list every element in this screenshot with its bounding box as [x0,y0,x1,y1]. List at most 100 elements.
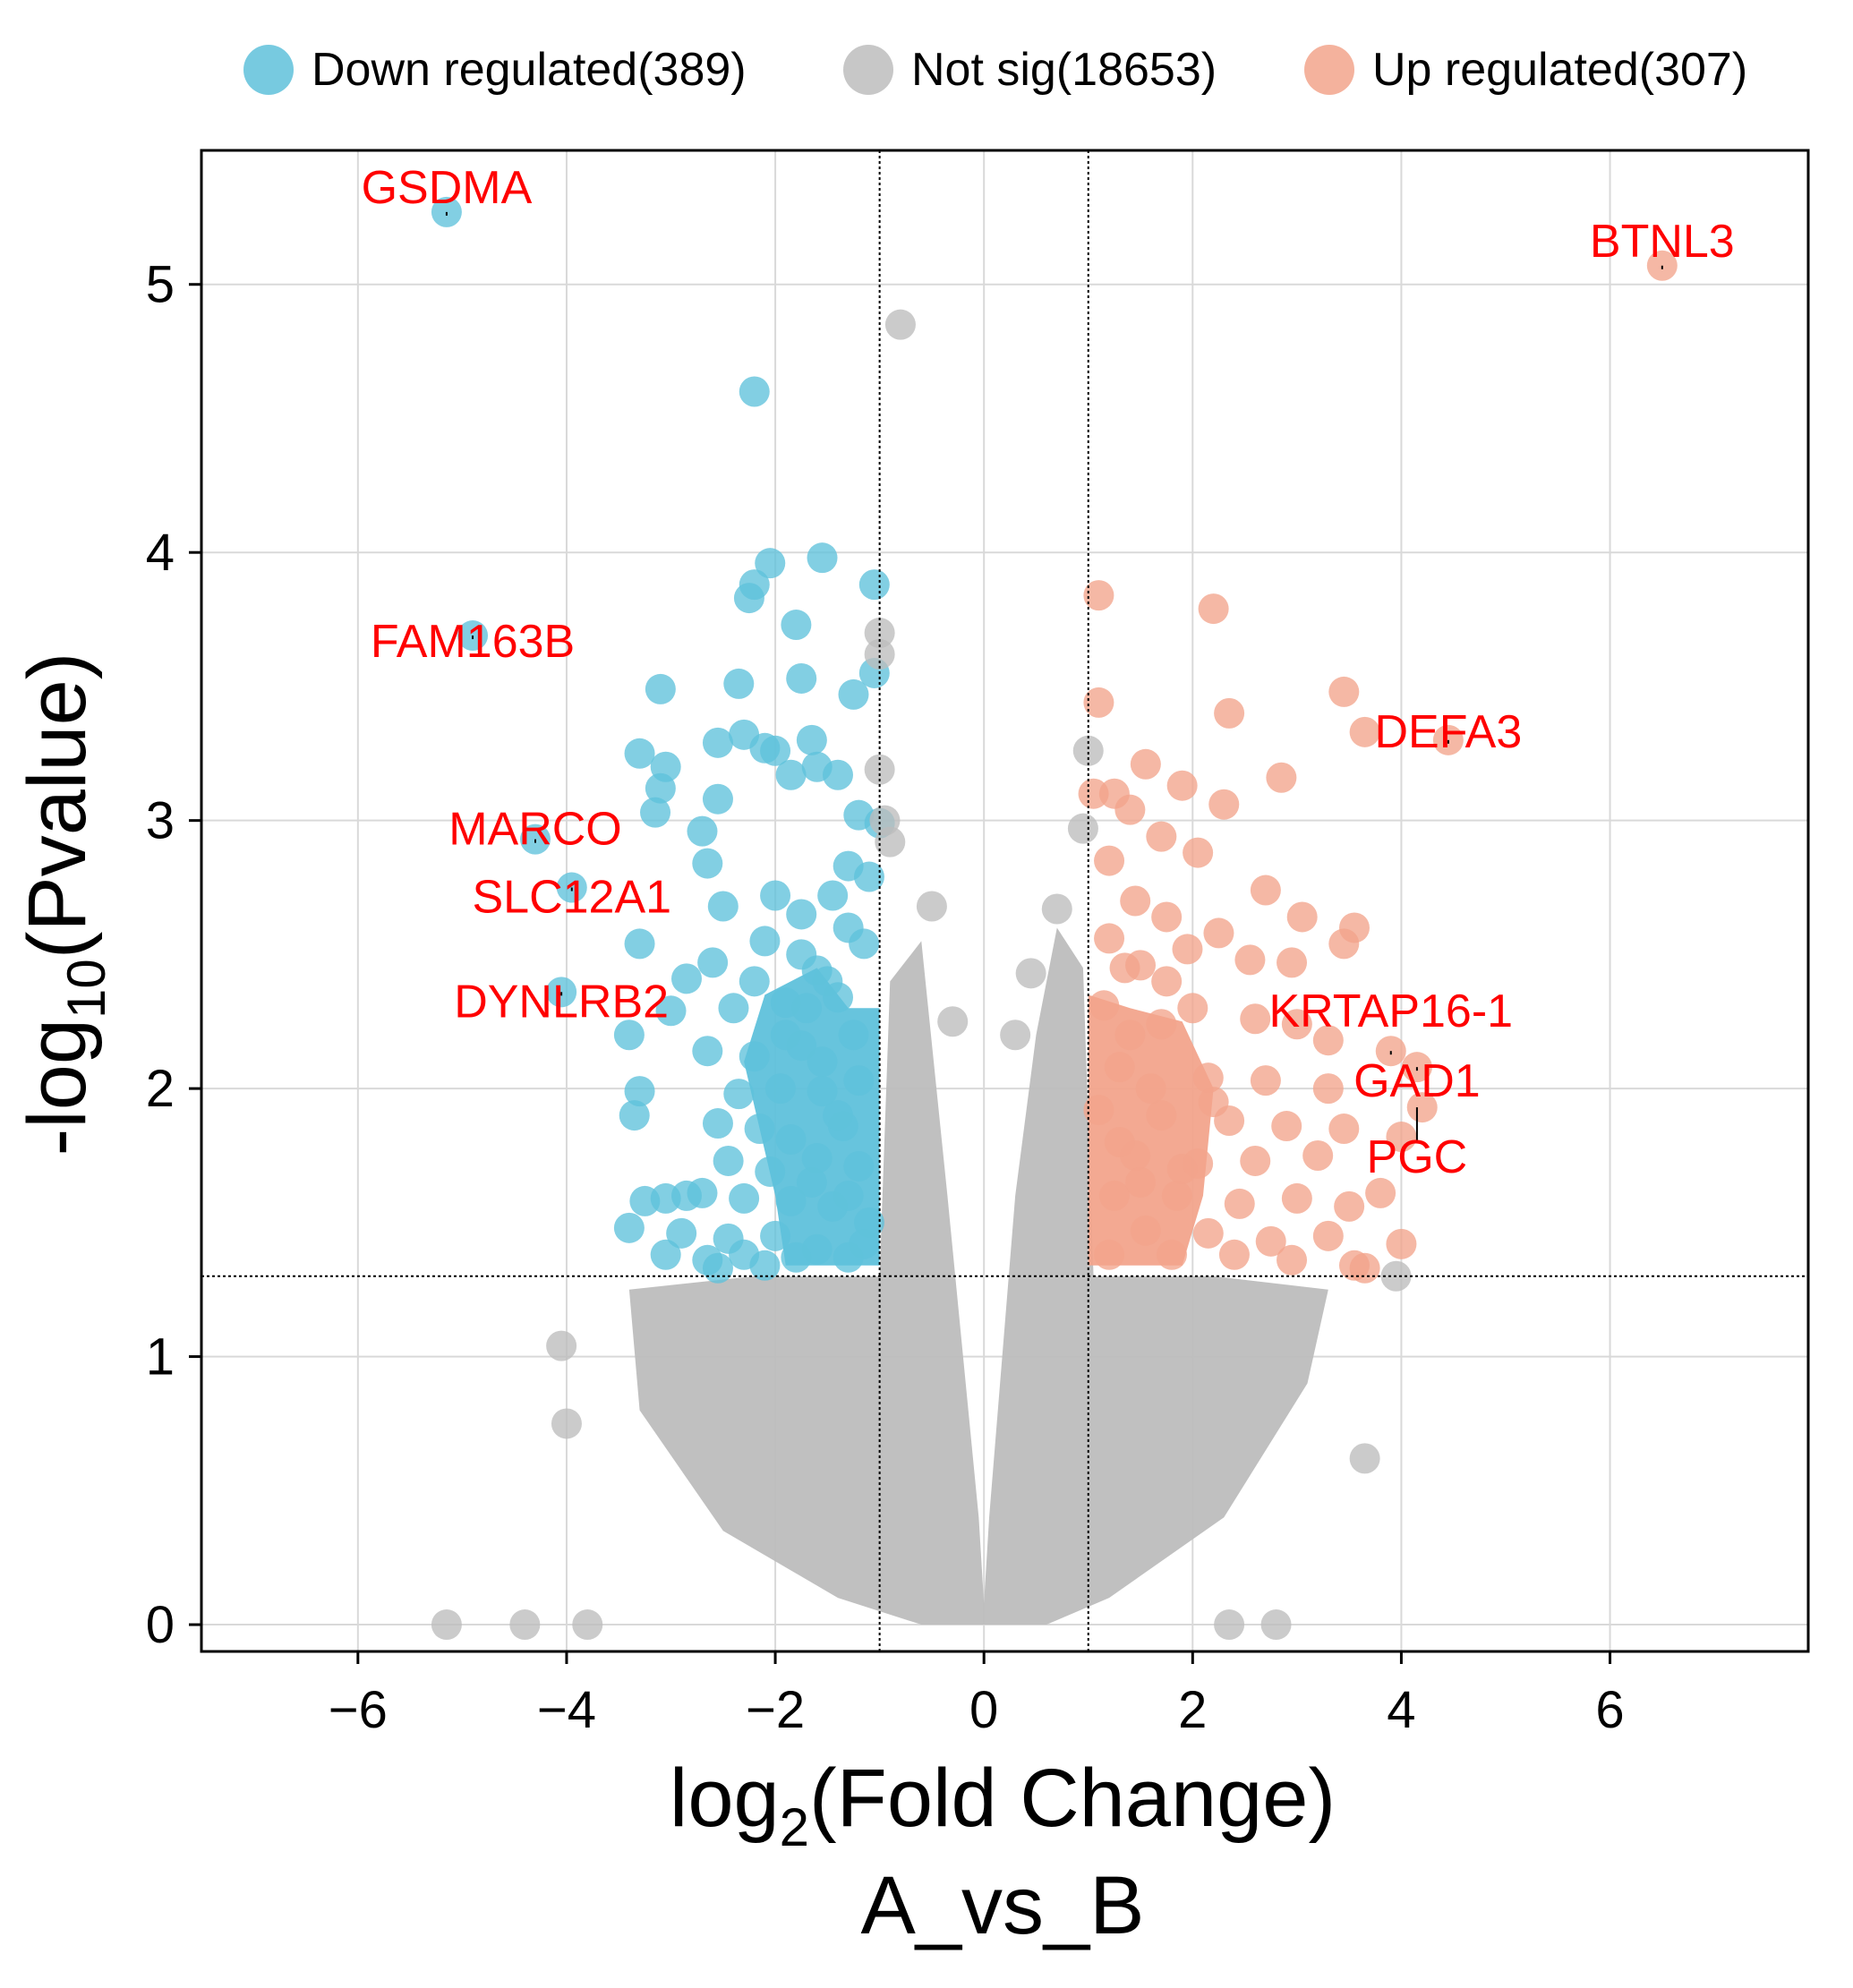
down-regulated-point [640,797,671,828]
data-points [431,196,1678,1641]
gene-label: SLC12A1 [472,872,671,924]
up-regulated-point [1328,676,1360,707]
down-regulated-point [624,928,655,960]
down-regulated-point [775,1185,807,1216]
down-regulated-point [781,1241,812,1273]
gene-label: GSDMA [362,162,533,214]
up-regulated-point [1271,1111,1302,1142]
gene-label: PGC [1367,1131,1468,1183]
up-regulated-point [1098,1180,1130,1211]
down-regulated-point [702,1108,733,1139]
down-regulated-point [692,848,723,879]
down-regulated-point [755,548,786,579]
down-regulated-point [796,1166,827,1198]
down-regulated-point [786,662,817,694]
y-tick-label: 3 [146,792,175,850]
down-regulated-point [807,1076,838,1107]
not-sig-point [1214,1609,1245,1641]
up-regulated-point [1349,716,1380,747]
not-sig-point [884,309,916,340]
up-regulated-point [1125,1166,1157,1198]
down-regulated-point [749,1250,781,1281]
down-regulated-point [613,1212,645,1243]
down-regulated-point [760,1220,791,1251]
not-sig-point [916,891,947,922]
up-regulated-point [1328,928,1360,960]
not-sig-point [1349,1443,1380,1474]
not-sig-point [937,1006,969,1037]
down-regulated-point [692,1036,723,1067]
up-regulated-point [1094,845,1125,876]
up-regulated-point [1277,1244,1308,1276]
x-axis-ticks: −6 −4 −2 0 2 4 6 [329,1651,1625,1739]
up-regulated-point [1135,1073,1166,1105]
up-regulated-point [1386,1122,1417,1153]
not-sig-point [864,638,895,670]
up-regulated-point [1192,1217,1224,1249]
up-regulated-point [1312,1025,1344,1056]
down-regulated-point [707,891,739,922]
up-regulated-point [1130,1215,1161,1246]
down-regulated-point [739,376,770,407]
down-regulated-point [807,1046,838,1078]
up-regulated-point [1166,770,1198,801]
legend-label: Not sig(18653) [911,44,1217,96]
up-regulated-point [1104,1127,1135,1158]
down-regulated-point [702,727,733,758]
up-regulated-point [1334,1190,1365,1222]
up-regulated-point [1214,697,1245,729]
down-regulated-point [843,1150,875,1182]
down-regulated-point [718,993,749,1024]
up-regulated-point [1208,789,1240,820]
up-regulated-point [1094,923,1125,954]
up-regulated-point [1328,1113,1360,1145]
up-regulated-point [1130,748,1161,780]
gene-label: DEFA3 [1375,706,1523,758]
up-regulated-point [1349,1252,1380,1284]
up-regulated-point [1250,1065,1281,1096]
up-regulated-point [1156,1239,1187,1270]
up-regulated-point [1277,947,1308,978]
up-regulated-point [1083,687,1114,718]
down-regulated-point [744,1113,775,1145]
up-regulated-point [1114,794,1146,825]
down-regulated-point [619,1100,650,1131]
down-regulated-point [670,963,702,994]
up-regulated-point [1083,580,1114,611]
up-regulated-point [1183,837,1214,868]
up-regulated-point [1172,934,1203,965]
down-regulated-point [755,1156,786,1187]
down-regulated-point [791,993,823,1024]
not-sig-point [875,826,906,857]
gene-label: KRTAP16-1 [1268,985,1513,1037]
down-regulated-point [853,1207,884,1238]
x-tick-label: −2 [746,1681,805,1739]
up-regulated-point [1146,1100,1177,1131]
down-regulated-point [739,1041,770,1072]
gene-label: DYNLRB2 [454,976,669,1028]
x-axis-label-rest: (Fold Change) [809,1753,1336,1844]
up-regulated-point [1203,917,1234,949]
down-regulated-point [838,1020,869,1051]
down-regulated-point [838,678,869,710]
down-regulated-point [817,880,849,911]
up-regulated-point [1198,1087,1229,1118]
down-regulated-point [650,1239,681,1270]
gene-label: FAM163B [371,616,575,668]
down-regulated-point [823,1100,854,1131]
down-regulated-point [723,668,755,699]
x-tick-label: 2 [1178,1681,1207,1739]
not-sig-point [864,618,895,649]
down-regulated-point [801,1142,833,1173]
down-regulated-point [697,947,729,978]
down-regulated-point [655,995,687,1027]
up-regulated-point [1312,1073,1344,1105]
y-tick-label: 1 [146,1328,175,1386]
up-regulated-point [1224,1188,1255,1219]
down-regulated-point [796,724,827,755]
up-regulated-point [1234,944,1266,976]
not-sig-point [1000,1020,1031,1051]
down-regulated-point [786,899,817,930]
down-regulated-point [624,1076,655,1107]
